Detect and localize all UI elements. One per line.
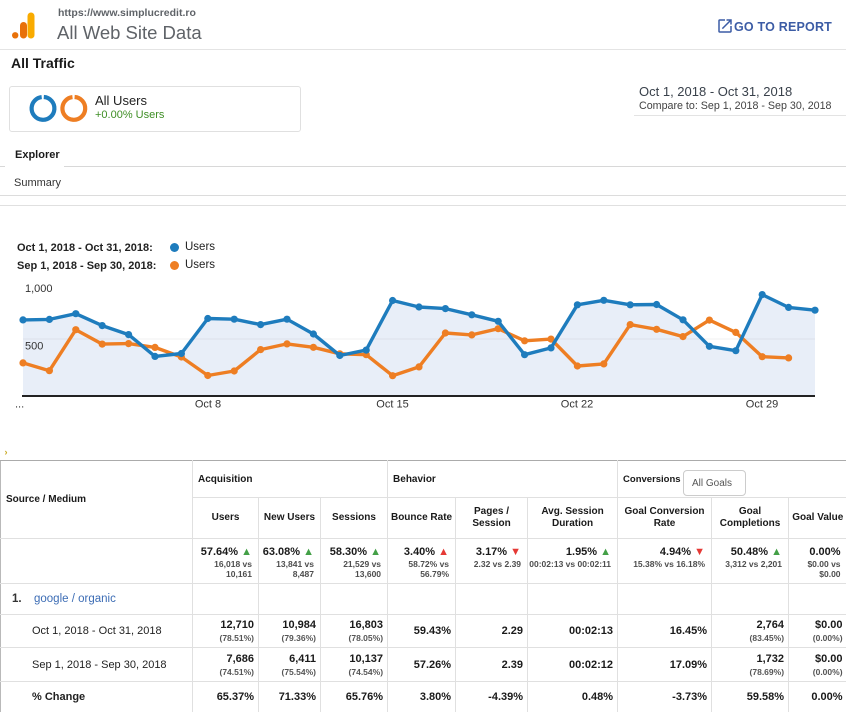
- svg-text:Oct 8: Oct 8: [195, 399, 221, 411]
- svg-text:Oct 22: Oct 22: [561, 399, 593, 411]
- svg-text:...: ...: [15, 399, 24, 411]
- svg-text:1,000: 1,000: [25, 283, 53, 295]
- svg-text:500: 500: [25, 341, 43, 353]
- svg-text:Oct 29: Oct 29: [746, 399, 778, 411]
- svg-text:Oct 15: Oct 15: [376, 399, 408, 411]
